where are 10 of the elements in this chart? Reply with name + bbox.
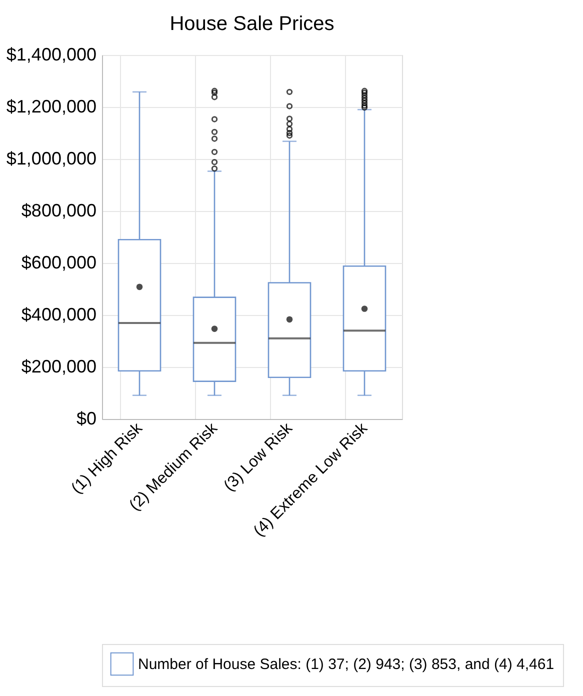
y-tick-label: $800,000 (21, 200, 96, 220)
legend-label: Number of House Sales: (1) 37; (2) 943; (3) 853, and (4) 4,461 (138, 656, 554, 673)
y-tick-label: $1,000,000 (6, 148, 96, 168)
y-tick-label: $1,200,000 (6, 96, 96, 116)
chart-title: House Sale Prices (170, 13, 334, 35)
y-tick-label: $400,000 (21, 304, 96, 324)
y-tick-label: $600,000 (21, 252, 96, 272)
y-tick-label: $200,000 (21, 356, 96, 376)
y-tick-label: $1,400,000 (6, 44, 96, 64)
y-tick-label: $0 (76, 408, 96, 428)
